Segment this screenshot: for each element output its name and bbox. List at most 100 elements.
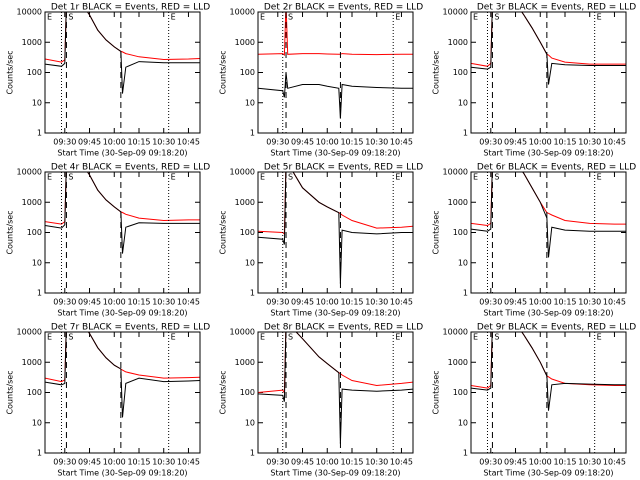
y-tick-label: 100: [453, 228, 468, 237]
plot-lines: [258, 332, 413, 444]
y-tick-label: 1: [250, 289, 255, 298]
y-axis-label: Counts/sec: [219, 210, 228, 254]
chart-title: Det 8r BLACK = Events, RED = LLD: [264, 323, 423, 333]
x-tick-label: 10:00: [316, 298, 339, 307]
y-tick-label: 10000: [230, 328, 255, 337]
y-tick-label: 10: [245, 258, 255, 267]
x-tick-label: 10:45: [390, 458, 413, 467]
x-tick-label: 10:15: [553, 138, 576, 147]
x-tick-label: 09:30: [53, 458, 76, 467]
y-tick-label: 10000: [17, 328, 42, 337]
x-axis-label: Start Time (30-Sep-09 09:18:20): [270, 149, 400, 158]
x-axis-label: Start Time (30-Sep-09 09:18:20): [57, 469, 187, 478]
marker-label: E: [473, 333, 478, 342]
plot-frame: [44, 331, 201, 454]
panel: Det 4r BLACK = Events, RED = LLD Counts/s…: [6, 163, 211, 318]
panel: Det 2r BLACK = Events, RED = LLD Counts/s…: [219, 3, 424, 158]
x-axis-label: Start Time (30-Sep-09 09:18:20): [270, 469, 400, 478]
x-tick-label: 10:15: [340, 298, 363, 307]
chart-title: Det 5r BLACK = Events, RED = LLD: [264, 163, 423, 173]
y-axis-label: Counts/sec: [6, 370, 15, 414]
x-tick-label: 09:45: [291, 298, 314, 307]
marker-label: S: [68, 13, 73, 22]
y-tick-label: 10000: [443, 8, 468, 17]
chart-title: Det 4r BLACK = Events, RED = LLD: [51, 163, 210, 173]
x-tick-label: 10:30: [152, 138, 175, 147]
y-tick-label: 100: [453, 388, 468, 397]
marker-label: E: [395, 333, 400, 342]
plot-frame: [44, 11, 201, 134]
y-tick-label: 10: [458, 258, 468, 267]
x-tick-label: 10:00: [529, 298, 552, 307]
marker-label: E: [597, 333, 602, 342]
x-tick-label: 09:30: [266, 458, 289, 467]
x-tick-label: 10:00: [316, 458, 339, 467]
plot-frame: [470, 11, 627, 134]
plot-lines: [258, 172, 413, 284]
plot-lines: [45, 172, 200, 254]
plot-lines: [471, 172, 626, 258]
y-tick-label: 100: [240, 388, 255, 397]
series-line: [258, 172, 413, 235]
chart-title: Det 6r BLACK = Events, RED = LLD: [477, 163, 636, 173]
series-line: [471, 12, 626, 85]
panel: Det 9r BLACK = Events, RED = LLD Counts/s…: [432, 323, 637, 478]
x-tick-label: 10:15: [553, 458, 576, 467]
x-tick-label: 09:45: [504, 138, 527, 147]
y-tick-label: 1: [37, 449, 42, 458]
y-axis-label: Counts/sec: [219, 370, 228, 414]
marker-label: S: [494, 333, 499, 342]
marker-label: E: [47, 173, 52, 182]
x-tick-label: 09:45: [78, 458, 101, 467]
x-tick-label: 10:45: [177, 298, 200, 307]
x-tick-label: 10:45: [390, 138, 413, 147]
y-axis-label: Counts/sec: [219, 50, 228, 94]
marker-label: E: [260, 173, 265, 182]
y-tick-label: 10: [458, 418, 468, 427]
y-tick-label: 1: [250, 449, 255, 458]
marker-label: S: [288, 173, 293, 182]
y-axis-label: Counts/sec: [432, 50, 441, 94]
marker-label: S: [68, 333, 73, 342]
plot-frame: [44, 171, 201, 294]
marker-label: S: [288, 333, 293, 342]
x-tick-label: 10:45: [603, 458, 626, 467]
marker-label: E: [47, 13, 52, 22]
marker-label: E: [395, 13, 400, 22]
x-tick-label: 10:30: [152, 298, 175, 307]
y-tick-label: 10000: [443, 328, 468, 337]
x-tick-label: 09:30: [266, 138, 289, 147]
series-line: [258, 332, 413, 395]
y-tick-label: 1000: [235, 38, 255, 47]
marker-label: E: [171, 333, 176, 342]
y-tick-label: 100: [27, 228, 42, 237]
y-tick-label: 10000: [230, 8, 255, 17]
x-tick-label: 09:45: [504, 298, 527, 307]
series-line: [258, 12, 413, 57]
marker-label: E: [473, 173, 478, 182]
marker-label: S: [494, 13, 499, 22]
plot-frame: [257, 11, 414, 134]
series-line: [258, 172, 413, 284]
y-tick-label: 10000: [230, 168, 255, 177]
y-tick-label: 1000: [22, 358, 42, 367]
y-tick-label: 10: [458, 98, 468, 107]
panel: Det 8r BLACK = Events, RED = LLD Counts/s…: [219, 323, 424, 478]
plot-lines: [258, 12, 413, 119]
y-tick-label: 1000: [22, 38, 42, 47]
x-tick-label: 10:45: [390, 298, 413, 307]
series-line: [45, 172, 200, 254]
x-tick-label: 10:15: [340, 458, 363, 467]
plot-frame: [470, 171, 627, 294]
x-tick-label: 10:15: [127, 138, 150, 147]
y-tick-label: 100: [27, 388, 42, 397]
y-tick-label: 100: [453, 68, 468, 77]
y-tick-label: 1: [463, 449, 468, 458]
x-axis-label: Start Time (30-Sep-09 09:18:20): [483, 309, 613, 318]
x-tick-label: 10:15: [127, 458, 150, 467]
y-tick-label: 10: [245, 98, 255, 107]
marker-label: E: [260, 333, 265, 342]
x-tick-label: 10:30: [578, 298, 601, 307]
x-axis-label: Start Time (30-Sep-09 09:18:20): [483, 149, 613, 158]
